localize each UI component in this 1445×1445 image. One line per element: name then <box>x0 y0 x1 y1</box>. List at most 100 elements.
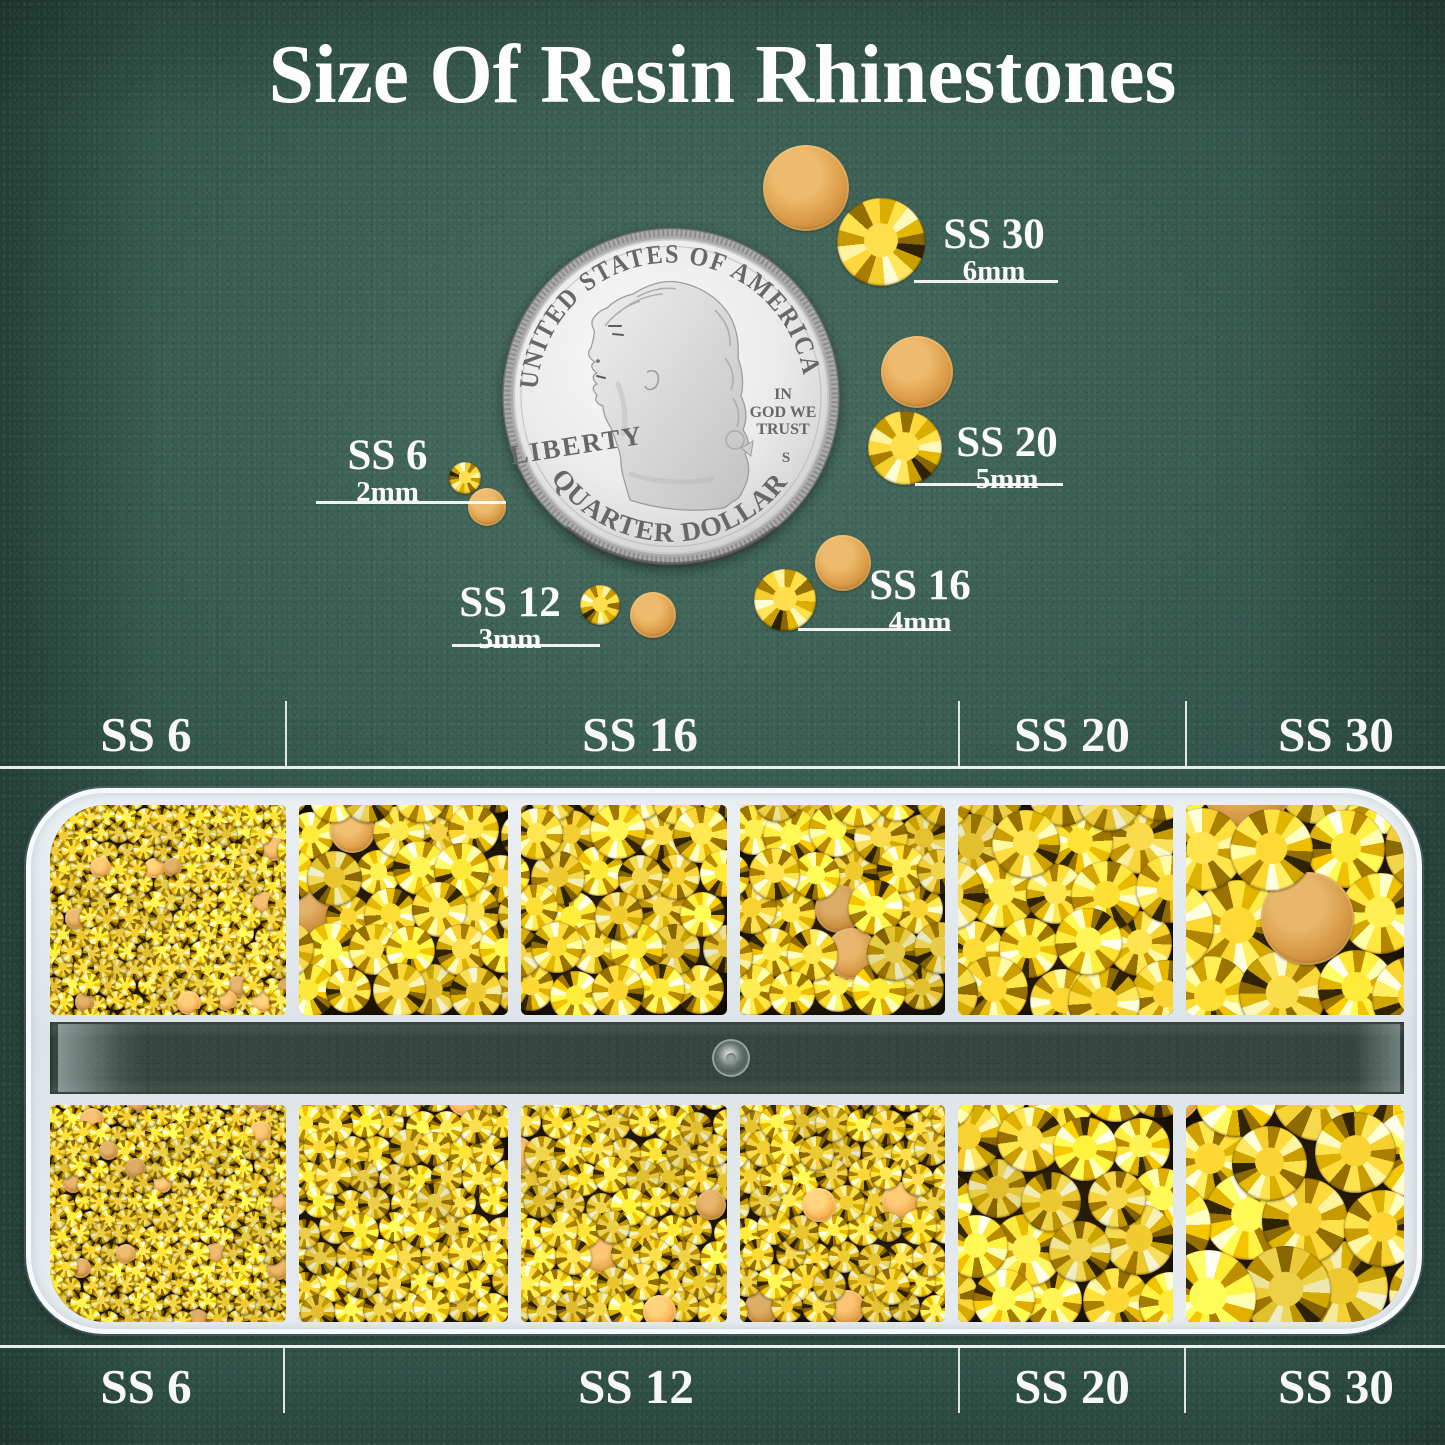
section-bottom-ss12: SS 12 <box>578 1359 694 1414</box>
rhinestone <box>50 923 57 944</box>
rhinestone <box>521 1293 530 1322</box>
rhinestone <box>117 843 138 864</box>
rhinestone <box>402 1211 440 1249</box>
rhinestone <box>80 1007 102 1015</box>
compartment-bottom-6-ss30 <box>1186 1105 1404 1322</box>
rhinestone <box>497 891 508 936</box>
rhinestone <box>343 805 394 823</box>
compartment-bottom-4-ss12 <box>740 1105 945 1322</box>
rhinestone <box>742 1239 775 1271</box>
rhinestone <box>144 1105 164 1110</box>
coin-motto-line3: TRUST <box>756 421 810 438</box>
rhinestone <box>596 1210 630 1245</box>
rhinestone <box>260 1241 285 1266</box>
rhinestone <box>65 1008 86 1015</box>
callout-ss12-size: 3mm <box>478 622 542 655</box>
callout-ss20: SS 20 5mm <box>917 421 1097 494</box>
rhinestone <box>300 1295 336 1322</box>
quarter-coin: UNITED STATES OF AMERICA QUARTER DOLLAR … <box>497 222 847 572</box>
rhinestone <box>233 1292 256 1315</box>
rhinestone <box>144 1122 166 1143</box>
rhinestone-sample-ss16 <box>754 569 816 631</box>
rhinestone <box>91 822 111 843</box>
compartment-bottom-3-ss12 <box>521 1105 727 1322</box>
rhinestone <box>349 1105 382 1138</box>
rhinestone <box>740 1105 755 1117</box>
rhinestone <box>740 1267 763 1298</box>
rhinestone <box>207 1009 230 1015</box>
section-bottom-divider-2 <box>958 1347 960 1413</box>
compartment-bottom-1-ss6 <box>50 1105 286 1322</box>
rhinestone <box>78 972 102 996</box>
rhinestone <box>224 1271 249 1296</box>
rhinestone <box>88 926 111 949</box>
rhinestone-flatback-ss20 <box>881 336 953 408</box>
rhinestone <box>491 1159 508 1192</box>
rhinestone <box>1230 808 1313 892</box>
compartment-top-4-ss16 <box>740 805 945 1015</box>
rhinestone <box>209 873 229 893</box>
rhinestone <box>152 1206 176 1230</box>
rhinestone <box>50 1240 64 1262</box>
rhinestone <box>1343 1189 1404 1268</box>
rhinestone <box>299 1271 321 1302</box>
rhinestone <box>279 1276 286 1300</box>
callout-ss20-label: SS 20 <box>956 419 1058 466</box>
rhinestone <box>280 1175 286 1199</box>
rhinestone <box>866 926 922 982</box>
rhinestone <box>145 926 166 947</box>
rhinestone <box>90 1289 113 1312</box>
rhinestone <box>240 1007 264 1015</box>
rhinestone <box>260 1309 284 1322</box>
rhinestone <box>163 1192 183 1213</box>
rhinestone <box>186 1308 210 1322</box>
callout-ss20-size: 5mm <box>975 462 1039 495</box>
rhinestone <box>590 805 646 860</box>
rhinestone <box>215 823 238 846</box>
rhinestone <box>50 990 60 1014</box>
rhinestone <box>162 1293 184 1315</box>
rhinestone <box>348 1161 379 1192</box>
rhinestone <box>861 1105 892 1117</box>
rhinestone <box>682 1215 712 1245</box>
rhinestone <box>748 1185 781 1218</box>
section-bottom-rule <box>0 1345 1445 1348</box>
section-top-ss6: SS 6 <box>100 707 192 762</box>
rhinestone <box>80 1307 102 1322</box>
rhinestone <box>870 1109 906 1146</box>
rhinestone <box>77 874 102 899</box>
rhinestone <box>277 975 286 998</box>
coin-mint-mark: S <box>782 450 790 466</box>
rhinestone <box>153 841 174 863</box>
rhinestone <box>278 1239 286 1261</box>
rhinestone <box>279 873 286 893</box>
rhinestone <box>792 851 841 901</box>
rhinestone <box>198 1188 221 1212</box>
rhinestone <box>670 1105 706 1116</box>
rhinestone <box>1054 908 1122 975</box>
compartment-bottom-2-ss12 <box>299 1105 508 1322</box>
rhinestone <box>279 1140 286 1164</box>
callout-ss12: SS 12 3mm <box>420 581 600 654</box>
rhinestone <box>50 871 69 895</box>
rhinestone <box>269 857 286 879</box>
rhinestone <box>277 839 286 862</box>
rhinestone <box>132 1240 154 1262</box>
rhinestone <box>222 1206 245 1229</box>
rhinestone <box>740 853 751 898</box>
rhinestone <box>169 942 192 964</box>
rhinestone <box>132 1173 155 1195</box>
rhinestone <box>271 1122 286 1142</box>
rhinestone <box>50 1188 56 1211</box>
rhinestone <box>56 893 76 913</box>
rhinestone <box>71 1105 95 1112</box>
rhinestone <box>373 963 427 1015</box>
rhinestone <box>259 907 284 932</box>
callout-ss20-underline <box>915 483 1063 486</box>
rhinestone <box>50 1008 67 1015</box>
section-top-divider-3 <box>1185 701 1187 766</box>
rhinestone <box>714 1217 727 1248</box>
rhinestone <box>448 1105 482 1117</box>
rhinestone <box>740 1136 749 1171</box>
